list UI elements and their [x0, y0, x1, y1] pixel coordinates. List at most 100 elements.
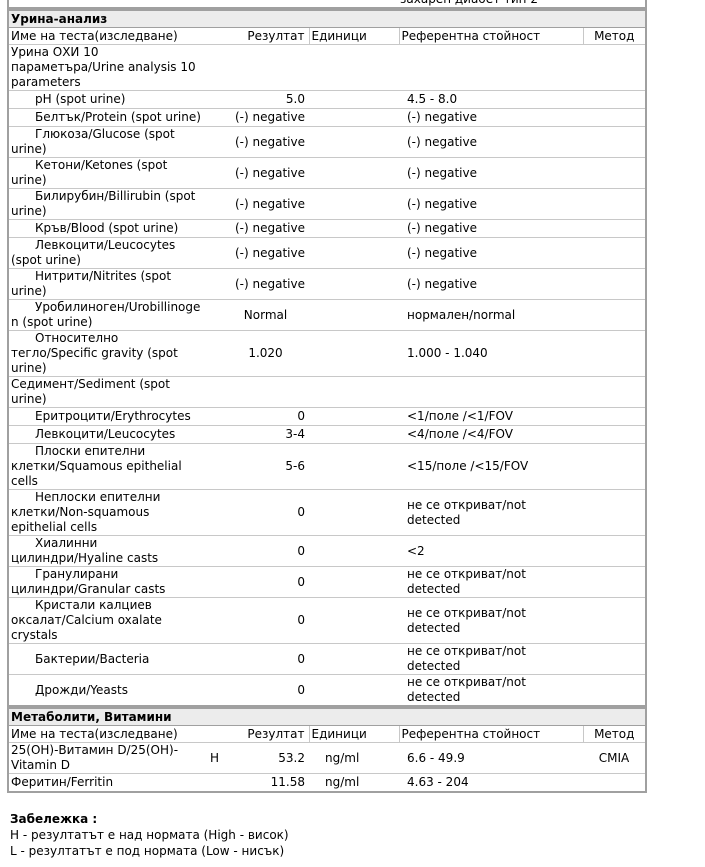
result-flag: [208, 108, 222, 127]
result-flag: [208, 44, 222, 91]
result-value: 11.58: [222, 773, 309, 793]
result-flag: [208, 376, 222, 408]
result-flag: [208, 299, 222, 331]
table-row: Неплоски епителни клетки/Non-squamous ep…: [8, 489, 646, 536]
method: [583, 674, 646, 707]
previous-section-tail: захарен диабет тип 2: [7, 0, 647, 9]
table-row: pH (spot urine) 5.0 4.5 - 8.0: [8, 90, 646, 109]
reference-range: <2: [399, 535, 583, 567]
urine-analysis-table: Урина-анализ Име на теста(изследване) Ре…: [7, 9, 647, 707]
units: [309, 674, 399, 707]
table-row: Кристали калциев оксалат/Calcium oxalate…: [8, 597, 646, 644]
col-header-method: Метод: [583, 725, 646, 743]
test-name: Неплоски епителни клетки/Non-squamous ep…: [8, 489, 208, 536]
reference-range: (-) negative: [399, 237, 583, 269]
result-value: 0: [222, 597, 309, 644]
reference-range: не се откриват/not detected: [399, 597, 583, 644]
result-flag: [208, 157, 222, 189]
test-name: Кетони/Ketones (spot urine): [8, 157, 208, 189]
section-title: Урина-анализ: [8, 9, 646, 28]
units: [309, 90, 399, 109]
test-name: Билирубин/Billirubin (spot urine): [8, 188, 208, 220]
method: CMIA: [583, 742, 646, 774]
test-name: Кръв/Blood (spot urine): [8, 219, 208, 238]
test-name: 25(OH)-Витамин D/25(OH)-Vitamin D: [8, 742, 208, 774]
table-row: Нитрити/Nitrites (spot urine) (-) negativ…: [8, 268, 646, 300]
units: [309, 157, 399, 189]
method: [583, 126, 646, 158]
units: [309, 299, 399, 331]
reference-range: 4.5 - 8.0: [399, 90, 583, 109]
col-header-units: Единици: [309, 27, 400, 45]
test-name: Дрожди/Yeasts: [8, 674, 208, 707]
test-name: Еритроцити/Erythrocytes: [8, 407, 208, 426]
result-value: (-) negative: [222, 108, 309, 127]
table-row: Относително тегло/Specific gravity (spot…: [8, 330, 646, 377]
reference-range: 4.63 - 204: [399, 773, 583, 793]
reference-range: <4/поле /<4/FOV: [399, 425, 583, 444]
result-flag: [208, 489, 222, 536]
reference-range: <15/поле /<15/FOV: [399, 443, 583, 490]
result-value: 0: [222, 407, 309, 426]
method: [583, 90, 646, 109]
units: [309, 425, 399, 444]
result-value: 1.020: [222, 330, 309, 377]
test-name: Бактерии/Bacteria: [8, 643, 208, 675]
reference-range: не се откриват/not detected: [399, 489, 583, 536]
test-name: Кристали калциев оксалат/Calcium oxalate…: [8, 597, 208, 644]
units: [309, 597, 399, 644]
result-value: Normal: [222, 299, 309, 331]
reference-range: <1/поле /<1/FOV: [399, 407, 583, 426]
table-row: Уробилиноген/Urobillinogen (spot urine) N…: [8, 299, 646, 331]
previous-row-text: захарен диабет тип 2: [398, 0, 646, 8]
method: [583, 219, 646, 238]
test-name: Нитрити/Nitrites (spot urine): [8, 268, 208, 300]
result-value: (-) negative: [222, 126, 309, 158]
result-value: 0: [222, 643, 309, 675]
result-flag: [208, 674, 222, 707]
result-flag: H: [208, 742, 222, 774]
col-header-units: Единици: [309, 725, 400, 743]
test-name: pH (spot urine): [8, 90, 208, 109]
result-value: 0: [222, 535, 309, 567]
result-value: 3-4: [222, 425, 309, 444]
table-row: Глюкоза/Glucose (spot urine) (-) negative…: [8, 126, 646, 158]
table-row: Урина ОХИ 10 параметъра/Urine analysis 1…: [8, 44, 646, 91]
result-flag: [208, 443, 222, 490]
result-flag: [208, 126, 222, 158]
units: [309, 489, 399, 536]
reference-range: (-) negative: [399, 157, 583, 189]
result-flag: [208, 237, 222, 269]
col-header-result: Резултат: [208, 725, 310, 743]
method: [583, 773, 646, 793]
col-header-ref: Референтна стойност: [399, 725, 584, 743]
test-name: Феритин/Ferritin: [8, 773, 208, 793]
test-name: Относително тегло/Specific gravity (spot…: [8, 330, 208, 377]
result-value: 0: [222, 674, 309, 707]
test-name: Левкоцити/Leucocytes (spot urine): [8, 237, 208, 269]
result-flag: [208, 268, 222, 300]
method: [583, 108, 646, 127]
method: [583, 407, 646, 426]
reference-range: не се откриват/not detected: [399, 674, 583, 707]
result-value: 5-6: [222, 443, 309, 490]
test-name: Левкоцити/Leucocytes: [8, 425, 208, 444]
table-row: Феритин/Ferritin 11.58 ng/ml 4.63 - 204: [8, 773, 646, 793]
units: [309, 376, 399, 408]
result-value: [222, 44, 309, 91]
col-header-result: Резултат: [208, 27, 310, 45]
section-title: Метаболити, Витамини: [8, 707, 646, 726]
test-name: Гранулирани цилиндри/Granular casts: [8, 566, 208, 598]
units: [309, 443, 399, 490]
method: [583, 330, 646, 377]
table-row: Бактерии/Bacteria 0 не се откриват/not det…: [8, 643, 646, 675]
units: ng/ml: [309, 773, 399, 793]
reference-range: нормален/normal: [399, 299, 583, 331]
result-value: (-) negative: [222, 237, 309, 269]
method: [583, 535, 646, 567]
table-row: Еритроцити/Erythrocytes 0 <1/поле /<1/FOV: [8, 407, 646, 426]
method: [583, 376, 646, 408]
result-flag: [208, 643, 222, 675]
method: [583, 237, 646, 269]
col-header-ref: Референтна стойност: [399, 27, 584, 45]
